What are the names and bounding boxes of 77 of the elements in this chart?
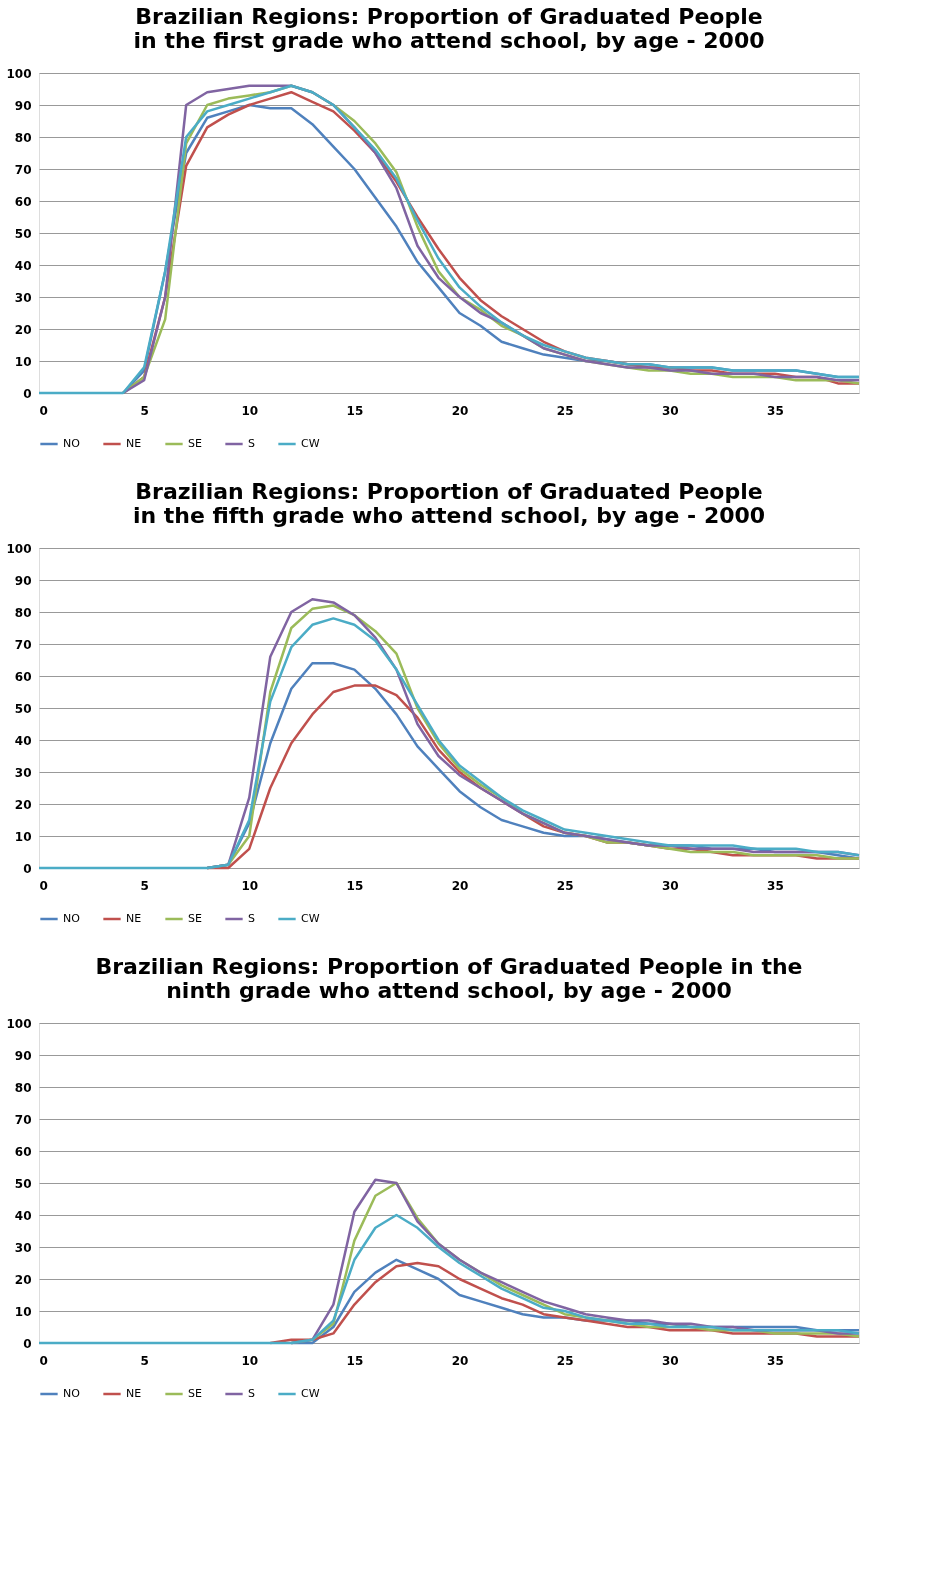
y-tick-label: 40 bbox=[14, 733, 32, 748]
y-tick-label: 20 bbox=[14, 1272, 32, 1287]
legend-label: S bbox=[248, 437, 255, 450]
x-tick-label: 20 bbox=[451, 1353, 469, 1368]
chart-title: Brazilian Regions: Proportion of Graduated People in the first grade who attend school, by age - 2000 bbox=[133, 4, 765, 53]
legend-label: NE bbox=[126, 912, 142, 925]
y-tick-label: 100 bbox=[6, 1016, 32, 1031]
y-tick-label: 40 bbox=[14, 258, 32, 273]
y-tick-label: 10 bbox=[14, 829, 32, 844]
x-tick-label: 5 bbox=[140, 878, 149, 893]
x-tick-label: 15 bbox=[346, 1353, 364, 1368]
x-tick-label: 30 bbox=[661, 878, 679, 893]
y-tick-label: 100 bbox=[6, 66, 32, 81]
y-tick-label: 30 bbox=[14, 1240, 32, 1255]
legend-label: NE bbox=[126, 437, 142, 450]
y-tick-label: 90 bbox=[14, 1048, 32, 1063]
x-tick-label: 15 bbox=[346, 878, 364, 893]
x-tick-label: 20 bbox=[451, 403, 469, 418]
y-tick-label: 90 bbox=[14, 573, 32, 588]
x-tick-label: 30 bbox=[661, 403, 679, 418]
line-series bbox=[37, 617, 861, 870]
x-tick-label: 35 bbox=[767, 403, 784, 418]
legend-label: NO bbox=[63, 912, 81, 925]
x-tick-label: 20 bbox=[451, 878, 469, 893]
legend-label: SE bbox=[188, 437, 202, 450]
chart-title: Brazilian Regions: Proportion of Graduated People in the ninth grade who attend school, by age - 2000 bbox=[95, 954, 803, 1003]
y-tick-label: 100 bbox=[6, 541, 32, 556]
y-tick-label: 70 bbox=[14, 162, 32, 177]
x-tick-label: 5 bbox=[140, 403, 149, 418]
y-tick-label: 30 bbox=[14, 290, 32, 305]
y-tick-label: 50 bbox=[14, 701, 32, 716]
legend-label: NO bbox=[63, 1387, 81, 1400]
y-tick-label: 0 bbox=[23, 386, 32, 401]
y-tick-label: 60 bbox=[14, 1144, 32, 1159]
x-tick-label: 15 bbox=[346, 403, 364, 418]
y-tick-label: 30 bbox=[14, 765, 32, 780]
x-tick-label: 35 bbox=[767, 878, 784, 893]
x-tick-label: 25 bbox=[556, 403, 574, 418]
y-tick-label: 0 bbox=[23, 1336, 32, 1351]
y-tick-label: 0 bbox=[23, 861, 32, 876]
chart-title: Brazilian Regions: Proportion of Graduated People in the fifth grade who attend school, by age - 2000 bbox=[132, 479, 766, 528]
y-tick-label: 60 bbox=[14, 669, 32, 684]
legend-label: S bbox=[248, 1387, 255, 1400]
legend-label: SE bbox=[188, 912, 202, 925]
y-tick-label: 70 bbox=[14, 637, 32, 652]
legend-label: NO bbox=[63, 437, 81, 450]
x-tick-label: 10 bbox=[241, 1353, 259, 1368]
y-tick-label: 70 bbox=[14, 1112, 32, 1127]
legend-label: SE bbox=[188, 1387, 202, 1400]
x-tick-label: 10 bbox=[241, 403, 259, 418]
y-tick-label: 10 bbox=[14, 1304, 32, 1319]
x-tick-label: 0 bbox=[39, 1353, 48, 1368]
y-tick-label: 80 bbox=[14, 605, 32, 620]
y-tick-label: 90 bbox=[14, 98, 32, 113]
y-tick-label: 10 bbox=[14, 354, 32, 369]
y-tick-label: 50 bbox=[14, 1176, 32, 1191]
legend-label: CW bbox=[301, 912, 320, 925]
legend-label: S bbox=[248, 912, 255, 925]
y-tick-label: 20 bbox=[14, 322, 32, 337]
x-tick-label: 35 bbox=[767, 1353, 784, 1368]
x-tick-label: 30 bbox=[661, 1353, 679, 1368]
x-tick-label: 25 bbox=[556, 1353, 574, 1368]
y-tick-label: 80 bbox=[14, 1080, 32, 1095]
line-series bbox=[37, 1213, 861, 1345]
y-tick-label: 80 bbox=[14, 130, 32, 145]
x-tick-label: 10 bbox=[241, 878, 259, 893]
y-tick-label: 40 bbox=[14, 1208, 32, 1223]
legend-label: CW bbox=[301, 437, 320, 450]
x-tick-label: 0 bbox=[39, 878, 48, 893]
legend-label: CW bbox=[301, 1387, 320, 1400]
legend-label: NE bbox=[126, 1387, 142, 1400]
y-tick-label: 60 bbox=[14, 194, 32, 209]
x-tick-label: 5 bbox=[140, 1353, 149, 1368]
y-tick-label: 20 bbox=[14, 797, 32, 812]
x-tick-label: 0 bbox=[39, 403, 48, 418]
y-tick-label: 50 bbox=[14, 226, 32, 241]
x-tick-label: 25 bbox=[556, 878, 574, 893]
